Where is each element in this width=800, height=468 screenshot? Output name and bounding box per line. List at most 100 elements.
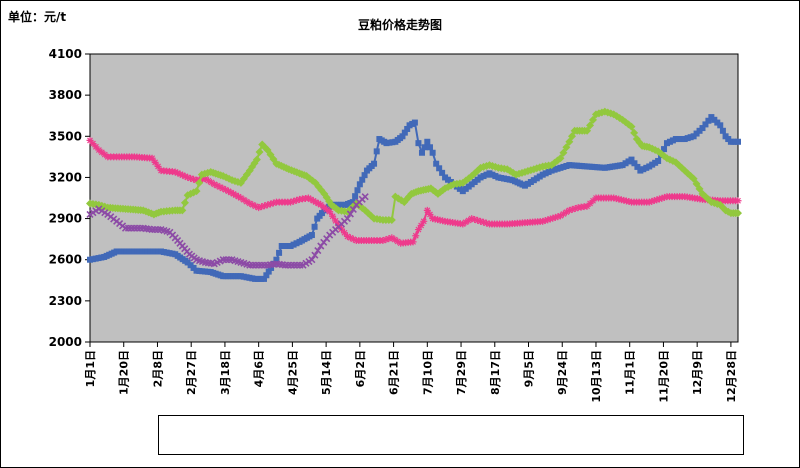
series-0-point bbox=[719, 127, 726, 134]
series-1-point bbox=[252, 202, 260, 210]
series-1-point bbox=[216, 183, 224, 191]
y-tick-label: 2300 bbox=[49, 294, 82, 308]
series-1-point bbox=[480, 218, 488, 226]
series-0-point bbox=[424, 138, 431, 145]
series-1-point bbox=[266, 200, 274, 208]
series-1-point bbox=[184, 173, 192, 181]
series-1-point bbox=[224, 187, 232, 195]
series-1-point bbox=[583, 202, 591, 210]
series-1-point bbox=[320, 203, 328, 211]
series-2-point bbox=[734, 209, 742, 218]
series-1-point bbox=[559, 210, 567, 218]
series-2-point bbox=[195, 178, 204, 187]
series-0-point bbox=[699, 125, 706, 132]
series-1-point bbox=[243, 198, 251, 206]
series-0-point bbox=[418, 149, 425, 156]
series-1-point bbox=[565, 206, 573, 214]
series-1-point bbox=[98, 148, 106, 156]
series-0-point bbox=[717, 122, 724, 129]
series-1-point bbox=[648, 197, 656, 205]
series-1-point bbox=[264, 201, 272, 209]
series-2-point bbox=[178, 206, 187, 215]
series-1-point bbox=[382, 236, 390, 244]
series-1-point bbox=[240, 196, 248, 204]
series-2-point bbox=[565, 137, 574, 146]
series-0-point bbox=[439, 169, 446, 176]
series-1-point bbox=[660, 193, 668, 201]
series-1-point bbox=[417, 221, 425, 229]
series-1-point bbox=[249, 201, 257, 209]
series-1-point bbox=[474, 216, 482, 224]
series-0-point bbox=[426, 144, 433, 151]
series-1-point bbox=[290, 197, 298, 205]
series-1-point bbox=[287, 198, 295, 206]
series-0-point bbox=[429, 149, 436, 156]
series-2-point bbox=[630, 128, 639, 137]
series-1-point bbox=[340, 229, 348, 237]
series-0-point bbox=[404, 125, 411, 132]
series-0-point bbox=[349, 199, 356, 206]
series-1-point bbox=[414, 226, 422, 234]
x-tick-label: 4月25日 bbox=[286, 350, 299, 395]
series-0-point bbox=[655, 157, 662, 164]
series-1-point bbox=[210, 180, 218, 188]
series-3-point bbox=[361, 193, 369, 201]
series-1-point bbox=[539, 217, 547, 225]
x-tick-label: 9月24日 bbox=[556, 350, 569, 395]
series-3-point bbox=[314, 247, 322, 255]
series-1-point bbox=[219, 184, 227, 192]
series-1-point bbox=[227, 189, 235, 197]
unit-label: 单位：元/t bbox=[8, 10, 67, 24]
series-0-point bbox=[411, 119, 418, 126]
series-1-point bbox=[423, 206, 431, 214]
series-0-point bbox=[631, 160, 638, 167]
x-tick-label: 12月9日 bbox=[691, 350, 704, 395]
series-1-point bbox=[544, 216, 552, 224]
x-tick-label: 5月14日 bbox=[320, 350, 333, 395]
series-0-point bbox=[371, 160, 378, 167]
series-0-point bbox=[311, 223, 318, 230]
series-1-point bbox=[379, 237, 387, 245]
x-tick-label: 11月20日 bbox=[657, 350, 670, 403]
series-1-point bbox=[307, 195, 315, 203]
y-tick-label: 2900 bbox=[49, 212, 82, 226]
series-1-point bbox=[304, 194, 312, 202]
series-1-point bbox=[571, 205, 579, 213]
series-1-point bbox=[551, 213, 559, 221]
series-0-point bbox=[273, 256, 280, 263]
x-tick-label: 10月13日 bbox=[590, 350, 603, 403]
series-1-point bbox=[237, 194, 245, 202]
x-tick-label: 4月6日 bbox=[253, 350, 266, 387]
series-1-point bbox=[477, 217, 485, 225]
series-0-point bbox=[352, 193, 359, 200]
series-1-point bbox=[258, 203, 266, 211]
series-1-point bbox=[655, 195, 663, 203]
series-1-point bbox=[293, 196, 301, 204]
series-1-point bbox=[653, 196, 661, 204]
series-1-point bbox=[409, 238, 417, 246]
series-2-point bbox=[583, 126, 592, 135]
series-0-point bbox=[276, 249, 283, 256]
plot-area bbox=[89, 53, 739, 343]
series-1-point bbox=[92, 143, 100, 151]
series-3-point bbox=[349, 205, 357, 213]
y-tick-label: 2000 bbox=[49, 335, 82, 349]
series-0-point bbox=[399, 133, 406, 140]
series-1-point bbox=[426, 210, 434, 218]
series-2-point bbox=[586, 121, 595, 130]
series-1-point bbox=[171, 168, 179, 176]
series-1-point bbox=[650, 197, 658, 205]
y-tick-label: 3200 bbox=[49, 170, 82, 184]
series-1-point bbox=[213, 182, 221, 190]
series-1-point bbox=[329, 212, 337, 220]
series-1-point bbox=[229, 190, 237, 198]
series-1-point bbox=[335, 221, 343, 229]
series-1-point bbox=[394, 237, 402, 245]
series-1-point bbox=[332, 217, 340, 225]
series-0-point bbox=[373, 148, 380, 155]
series-1-point bbox=[388, 234, 396, 242]
series-1-point bbox=[562, 208, 570, 216]
series-3-point bbox=[308, 256, 316, 264]
series-1-point bbox=[86, 136, 94, 144]
series-1-point bbox=[554, 213, 562, 221]
